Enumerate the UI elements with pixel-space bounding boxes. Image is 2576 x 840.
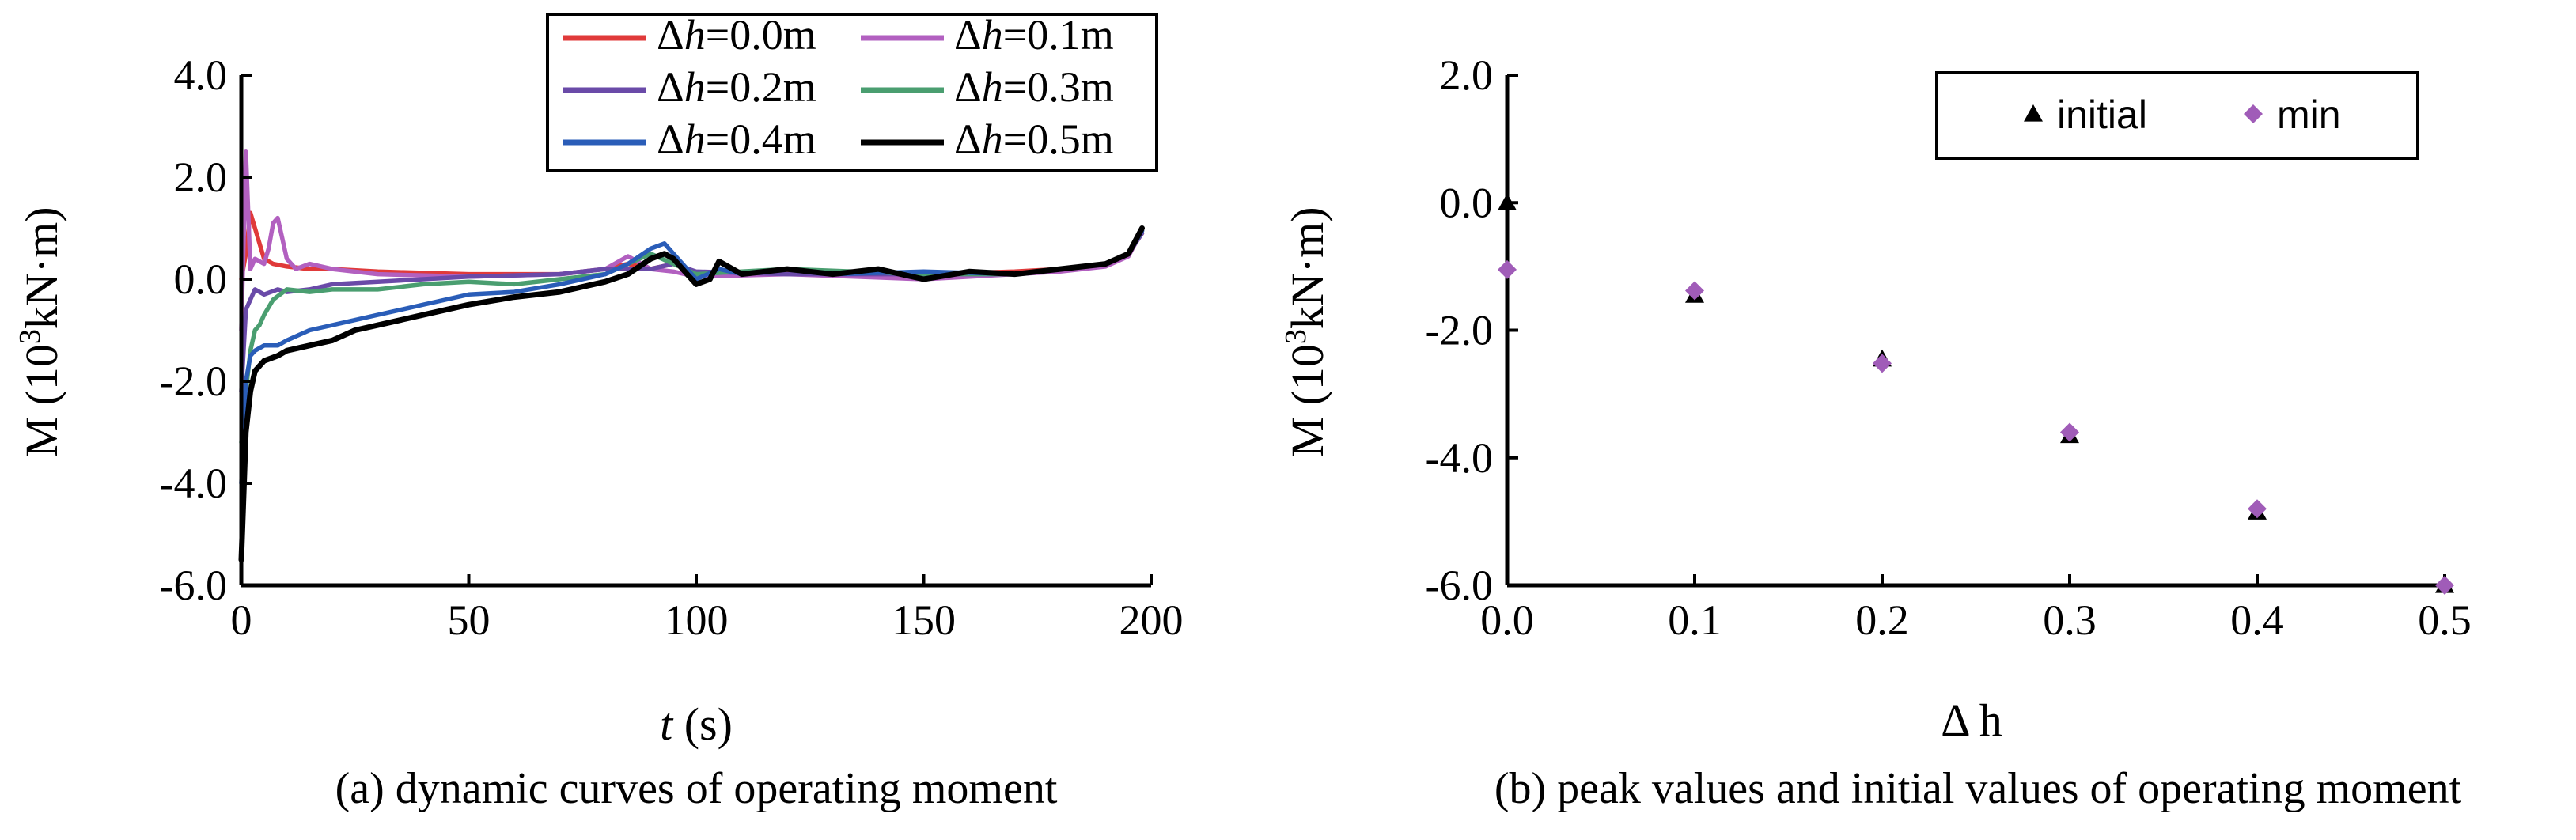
panel-b-x-tick-label: 0.0 bbox=[1480, 596, 1534, 644]
panel-a-legend-label-4: Δh=0.4m bbox=[657, 115, 816, 163]
panel-b-legend: initial min bbox=[1935, 71, 2419, 160]
panel-a-xlabel: t (s) bbox=[660, 698, 733, 750]
panel-a-y-tick-label: 2.0 bbox=[174, 153, 228, 201]
panel-b-xlabel: Δ h bbox=[1941, 694, 2002, 746]
panel-b-y-ticks: 2.0 0.0 -2.0 -4.0 -6.0 bbox=[1426, 51, 1518, 609]
panel-a-x-tick-label: 200 bbox=[1119, 596, 1184, 644]
panel-a-y-tick-label: -6.0 bbox=[160, 562, 227, 609]
panel-b-point-min-1 bbox=[1685, 281, 1704, 301]
panel-b-y-tick-label: -6.0 bbox=[1426, 562, 1493, 609]
panel-a-x-tick-label: 150 bbox=[892, 596, 956, 644]
panel-b-caption: (b) peak values and initial values of op… bbox=[1494, 764, 2462, 813]
panel-b-y-tick-label: 0.0 bbox=[1440, 179, 1494, 226]
panel-a-x-ticks: 0 50 100 150 200 bbox=[231, 574, 1184, 644]
panel-a-x-tick-label: 100 bbox=[665, 596, 729, 644]
panel-a-x-tick-label: 50 bbox=[448, 596, 491, 644]
panel-b-point-min-3 bbox=[2060, 422, 2079, 442]
panel-b-x-tick-label: 0.3 bbox=[2043, 596, 2097, 644]
panel-b-legend-label-1: min bbox=[2277, 93, 2341, 137]
panel-b-y-tick-label: -2.0 bbox=[1426, 307, 1493, 354]
panel-b-legend-box bbox=[1935, 71, 2419, 160]
panel-b-ylabel: M (103kN·m) bbox=[1279, 206, 1333, 457]
panel-a-y-tick-label: 4.0 bbox=[174, 51, 228, 99]
panel-b-y-tick-label: 2.0 bbox=[1440, 51, 1494, 99]
panel-b-x-tick-label: 0.5 bbox=[2418, 596, 2472, 644]
panel-b: 2.0 0.0 -2.0 -4.0 -6.0 0.0 0.1 0.2 0.3 0.4 0.5 M … bbox=[1279, 51, 2472, 813]
panel-a-series-line-2 bbox=[239, 231, 1145, 394]
panel-a-y-tick-label: -4.0 bbox=[160, 460, 227, 507]
panel-a-legend-label-2: Δh=0.2m bbox=[657, 63, 816, 111]
panel-a-legend: Δh=0.0m Δh=0.1m Δh=0.2m Δh=0.3m Δh=0.4m Δh=0.… bbox=[546, 11, 1158, 172]
panel-b-legend-label-0: initial bbox=[2057, 93, 2147, 137]
panel-b-x-tick-label: 0.1 bbox=[1668, 596, 1722, 644]
panel-a-series-line-3 bbox=[239, 228, 1145, 445]
panel-a-legend-label-5: Δh=0.5m bbox=[954, 115, 1114, 163]
panel-a-caption: (a) dynamic curves of operating moment bbox=[335, 764, 1058, 813]
panel-a-y-tick-label: -2.0 bbox=[160, 358, 227, 405]
panel-b-x-ticks: 0.0 0.1 0.2 0.3 0.4 0.5 bbox=[1480, 574, 2472, 644]
panel-b-x-tick-label: 0.2 bbox=[1855, 596, 1909, 644]
panel-a-ylabel: M (103kN·m) bbox=[13, 206, 67, 457]
panel-a-y-tick-label: 0.0 bbox=[174, 255, 228, 303]
panel-b-point-min-5 bbox=[2435, 576, 2454, 595]
panel-a-x-tick-label: 0 bbox=[231, 596, 252, 644]
panel-b-points bbox=[1498, 193, 2454, 595]
panel-b-legend-marker-0 bbox=[2024, 104, 2043, 122]
panel-b-point-initial-0 bbox=[1498, 193, 1517, 210]
panel-b-y-tick-label: -4.0 bbox=[1426, 434, 1493, 482]
panel-b-point-min-0 bbox=[1498, 259, 1517, 279]
panel-a-series-line-4 bbox=[239, 228, 1145, 486]
panel-a-series-line-1 bbox=[239, 149, 1145, 333]
panel-a-legend-label-0: Δh=0.0m bbox=[657, 11, 816, 59]
panel-b-point-min-4 bbox=[2248, 499, 2267, 519]
panel-b-x-tick-label: 0.4 bbox=[2230, 596, 2284, 644]
panel-a-series-line-5 bbox=[238, 225, 1145, 563]
panel-a-y-ticks: 4.0 2.0 0.0 -2.0 -4.0 -6.0 bbox=[160, 51, 252, 609]
panel-b-legend-marker-1 bbox=[2244, 104, 2263, 123]
panel-a-legend-box bbox=[546, 13, 1158, 172]
panel-b-point-min-2 bbox=[1873, 354, 1892, 373]
panel-a: 4.0 2.0 0.0 -2.0 -4.0 -6.0 0 50 100 150 200 M (10… bbox=[13, 11, 1184, 813]
panel-a-curves bbox=[238, 149, 1145, 563]
panel-a-legend-label-1: Δh=0.1m bbox=[954, 11, 1114, 59]
panel-a-legend-label-3: Δh=0.3m bbox=[954, 63, 1114, 111]
